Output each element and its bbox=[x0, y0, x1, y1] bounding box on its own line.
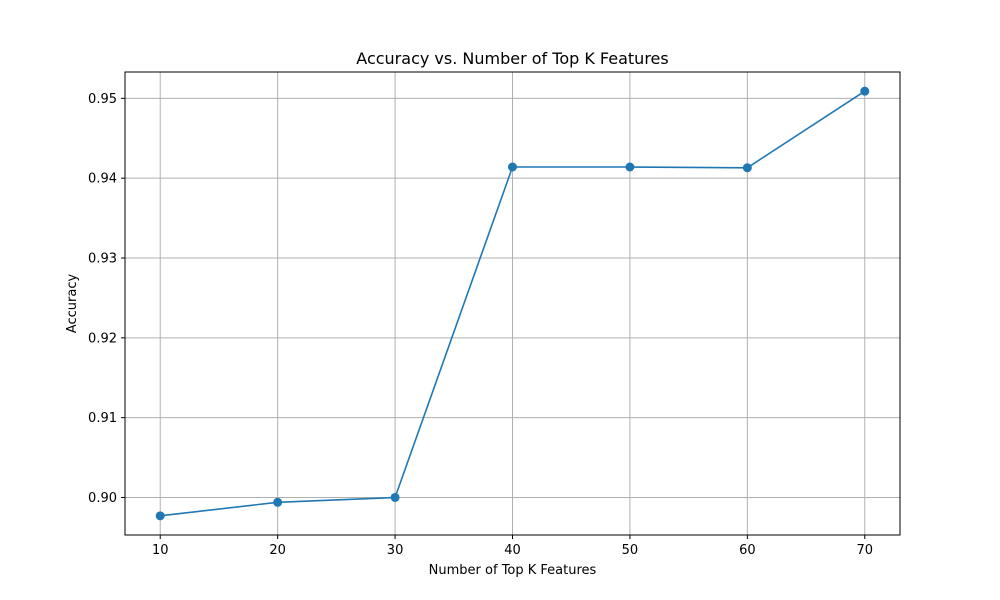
data-point bbox=[390, 492, 400, 502]
data-point bbox=[155, 511, 165, 521]
x-tick-label: 30 bbox=[387, 543, 404, 558]
y-tick-label: 0.95 bbox=[88, 92, 117, 107]
x-tick-label: 50 bbox=[622, 543, 639, 558]
x-axis-ticks: 10 20 30 40 50 60 70 bbox=[152, 535, 873, 558]
series-group bbox=[155, 86, 870, 521]
x-axis-label: Number of Top K Features bbox=[429, 563, 597, 578]
data-point bbox=[742, 163, 752, 173]
y-tick-label: 0.94 bbox=[88, 172, 117, 187]
y-tick-label: 0.93 bbox=[88, 251, 117, 266]
grid-lines bbox=[125, 72, 900, 535]
x-tick-label: 20 bbox=[269, 543, 286, 558]
y-tick-label: 0.92 bbox=[88, 331, 117, 346]
y-axis-label: Accuracy bbox=[65, 274, 80, 334]
y-tick-label: 0.91 bbox=[88, 411, 117, 426]
x-tick-label: 60 bbox=[739, 543, 756, 558]
data-point bbox=[625, 162, 635, 172]
x-tick-label: 10 bbox=[152, 543, 169, 558]
data-point bbox=[508, 162, 517, 172]
x-tick-label: 40 bbox=[504, 543, 521, 558]
x-tick-label: 70 bbox=[856, 543, 873, 558]
y-tick-label: 0.90 bbox=[88, 491, 117, 506]
chart-title: Accuracy vs. Number of Top K Features bbox=[356, 49, 668, 68]
data-point bbox=[273, 497, 283, 507]
y-axis-ticks: 0.90 0.91 0.92 0.93 0.94 0.95 bbox=[88, 92, 125, 506]
data-point bbox=[860, 86, 870, 96]
